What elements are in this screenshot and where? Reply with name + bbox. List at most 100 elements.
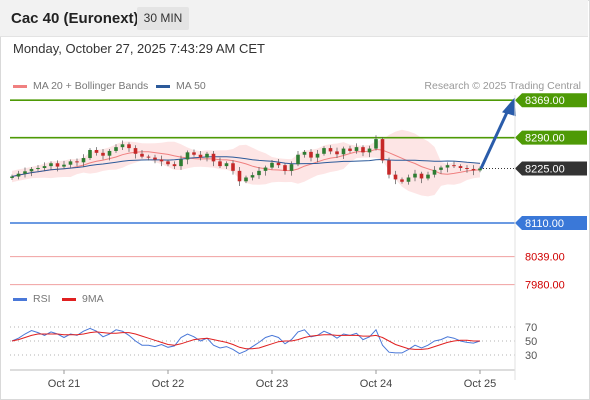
candle-body — [471, 168, 476, 171]
level-tag — [515, 93, 587, 108]
candle-body — [205, 153, 209, 158]
level-label: 8290.00 — [525, 133, 565, 145]
candle-body — [23, 171, 27, 174]
candle-body — [263, 167, 268, 171]
ma20-line — [11, 148, 481, 177]
candle-body — [172, 164, 177, 167]
timeframe-button[interactable]: 30 MIN — [137, 7, 189, 30]
x-tick-label: Oct 22 — [152, 378, 184, 390]
candle-body — [419, 173, 424, 179]
candle-body — [452, 165, 456, 167]
level-tag — [515, 161, 587, 176]
candle-body — [10, 176, 14, 178]
candle-body — [179, 159, 183, 167]
candle-body — [432, 169, 437, 175]
candle-body — [361, 147, 365, 153]
level-label: 8039.00 — [525, 252, 565, 264]
rsi-swatch-icon — [13, 297, 27, 301]
candle-body — [211, 153, 216, 162]
x-tick-label: Oct 21 — [48, 378, 80, 390]
candle-body — [283, 165, 287, 171]
candle-body — [218, 161, 222, 167]
candle-body — [302, 151, 307, 155]
candle-body — [276, 162, 281, 166]
x-tick-label: Oct 24 — [360, 378, 392, 390]
candle-body — [393, 174, 398, 180]
candle-body — [146, 156, 151, 158]
instrument-title: Cac 40 (Euronext) — [11, 10, 139, 27]
candle-body — [445, 165, 450, 168]
candle-body — [296, 154, 300, 165]
legend-9ma-label: 9MA — [82, 293, 104, 305]
candle-body — [335, 151, 339, 155]
ma20-swatch-icon — [13, 84, 27, 88]
candle-body — [16, 173, 21, 177]
candle-body — [62, 164, 66, 167]
candle-body — [185, 152, 190, 160]
candle-body — [257, 170, 261, 176]
candle-body — [166, 161, 170, 165]
candle-body — [140, 153, 144, 157]
candle-body — [88, 149, 92, 159]
candle-body — [289, 164, 294, 171]
header-bar: Cac 40 (Euronext) 30 MIN — [0, 0, 588, 37]
candle-body — [224, 163, 229, 167]
ma50-swatch-icon — [156, 84, 170, 88]
candle-body — [374, 139, 378, 149]
candle-body — [348, 148, 352, 151]
candle-body — [75, 161, 79, 163]
candle-body — [380, 139, 385, 161]
candle-body — [367, 148, 372, 153]
candle-body — [42, 166, 47, 169]
candle-body — [29, 168, 34, 172]
candle-body — [36, 168, 40, 170]
candle-body — [309, 151, 313, 158]
bollinger-band — [12, 129, 480, 197]
candle-body — [159, 159, 164, 162]
rsi-tick-label: 50 — [525, 336, 537, 348]
candle-body — [458, 166, 463, 169]
candle-body — [153, 157, 157, 160]
credit-text: Research © 2025 Trading Central — [424, 80, 581, 92]
candle-body — [413, 173, 417, 178]
candle-body — [250, 175, 255, 178]
candle-body — [101, 152, 105, 156]
level-tag — [515, 216, 587, 230]
candle-body — [354, 147, 359, 151]
candle-body — [114, 147, 118, 151]
legend-ma20: MA 20 + Bollinger Bands — [13, 80, 148, 92]
level-tag — [515, 130, 587, 145]
projection-arrow-head-icon — [502, 97, 516, 117]
candle-body — [192, 152, 196, 155]
legend-ma20-label: MA 20 + Bollinger Bands — [33, 80, 149, 92]
candle-body — [133, 148, 138, 154]
candle-body — [94, 149, 99, 153]
candle-body — [465, 168, 469, 170]
candle-body — [406, 177, 411, 182]
rsi-tick-label: 30 — [525, 350, 537, 362]
candle-body — [244, 177, 248, 182]
rsi-line — [11, 327, 481, 355]
candle-body — [55, 163, 60, 167]
candle-body — [49, 163, 53, 167]
legend-ma50-label: MA 50 — [176, 80, 206, 92]
9ma-swatch-icon — [62, 297, 76, 301]
candle-body — [231, 163, 235, 171]
candle-body — [400, 179, 404, 182]
level-label: 7980.00 — [525, 280, 565, 292]
rsi-ma-line — [11, 331, 480, 350]
projection-arrow — [479, 109, 510, 170]
level-label: 8110.00 — [525, 218, 564, 230]
legend-ma50: MA 50 — [156, 80, 206, 92]
candle-body — [478, 168, 482, 171]
candle-body — [387, 160, 391, 175]
candle-body — [426, 174, 430, 179]
candle-body — [439, 167, 443, 170]
candle-body — [328, 148, 333, 152]
legend-rsi: RSI — [13, 293, 51, 305]
candle-body — [68, 161, 73, 165]
candle-body — [120, 144, 125, 148]
rsi-tick-label: 70 — [525, 322, 537, 334]
ma50-line — [11, 156, 481, 177]
